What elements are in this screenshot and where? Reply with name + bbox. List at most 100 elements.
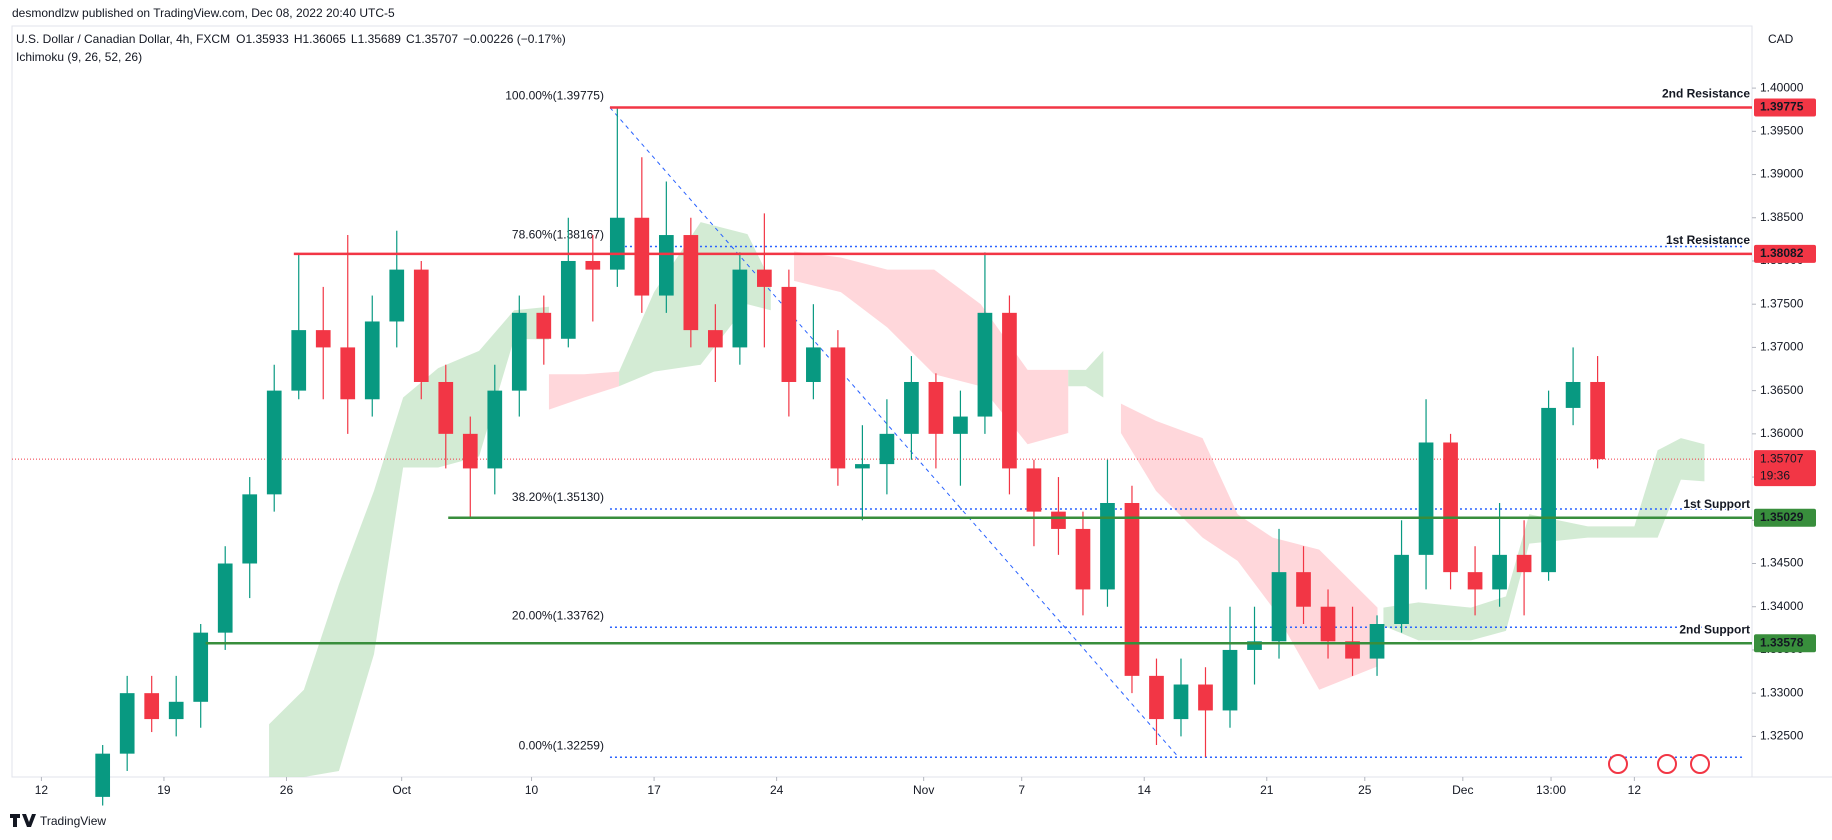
y-tick-label: 1.39500 [1760, 123, 1804, 137]
y-tick-label: 1.37500 [1760, 296, 1804, 310]
x-tick-label: 25 [1358, 783, 1372, 797]
candle-body [830, 347, 846, 469]
cloud-area [1120, 403, 1378, 690]
ohlc-value: 1.35933 [245, 32, 289, 46]
x-tick-label: 17 [647, 783, 661, 797]
level-badge-label: 1.35029 [1760, 510, 1804, 524]
candle-body [879, 433, 895, 465]
candle-body [1590, 381, 1605, 460]
candle-body [242, 494, 258, 564]
candle-body [1296, 572, 1311, 607]
level-name: 2nd Resistance [1662, 87, 1750, 101]
cloud-area [269, 306, 549, 777]
y-tick-label: 1.38500 [1760, 210, 1804, 224]
candle-body [1492, 554, 1507, 590]
x-tick-label: 13:00 [1536, 783, 1566, 797]
candle-body [1271, 572, 1287, 642]
candle-body [462, 433, 478, 469]
candle-body [609, 217, 625, 270]
last-price-label: 1.35707 [1760, 451, 1804, 465]
x-tick-label: 19 [157, 783, 171, 797]
candle-body [683, 235, 699, 331]
candle-body [585, 260, 601, 270]
y-tick-label: 1.36000 [1760, 426, 1804, 440]
candle-body [1418, 442, 1434, 555]
ohlc-key: C [406, 32, 415, 46]
brand: TradingView [40, 814, 106, 828]
candle-body [1516, 554, 1532, 573]
x-tick-label: Nov [913, 783, 934, 797]
candle-body [1222, 649, 1238, 711]
candle-body [634, 217, 650, 296]
event-icon[interactable] [1657, 754, 1677, 774]
ohlc-key: L [351, 32, 358, 46]
candle-body [266, 390, 282, 495]
candle-body [1075, 528, 1091, 590]
candle-body [1541, 407, 1556, 573]
x-tick-label: 12 [35, 783, 49, 797]
candle-body [977, 312, 993, 417]
candle-body [315, 330, 331, 348]
event-icons [1608, 754, 1710, 774]
plot-layer: 1.400001.395001.390001.385001.380001.375… [12, 80, 1816, 806]
level-name: 2nd Support [1679, 622, 1750, 636]
x-tick-label: Dec [1452, 783, 1473, 797]
y-tick-label: 1.34500 [1760, 556, 1804, 570]
publisher: desmondlzw published on TradingView.com,… [12, 6, 395, 20]
change: −0.00226 (−0.17%) [463, 32, 566, 46]
ohlc-value: 1.36065 [303, 32, 347, 46]
candle-body [1247, 641, 1262, 650]
candle-body [904, 381, 919, 434]
candle-body [1198, 684, 1213, 711]
cloud-area [1068, 350, 1104, 398]
y-tick-label: 1.36500 [1760, 383, 1804, 397]
candle-body [168, 701, 184, 720]
currency: CAD [1768, 32, 1794, 46]
candle-body [511, 312, 527, 391]
y-tick-label: 1.33000 [1760, 685, 1804, 699]
level-badge [1754, 634, 1816, 653]
candle-body [1051, 511, 1066, 529]
level-badge [1754, 508, 1816, 527]
symbol: U.S. Dollar / Canadian Dollar, 4h, FXCM [16, 32, 230, 46]
level-name: 1st Support [1683, 497, 1750, 511]
candle-body [389, 269, 405, 322]
candle-body [193, 632, 209, 702]
candle-body [144, 693, 160, 720]
candle-body [928, 381, 944, 434]
candle-body [340, 347, 356, 400]
candle-body [1565, 381, 1581, 408]
candle-body [1345, 641, 1360, 659]
candle-body [708, 330, 723, 348]
level-badge-label: 1.38082 [1760, 246, 1804, 260]
candle-body [560, 260, 576, 339]
y-tick-label: 1.39000 [1760, 167, 1804, 181]
level-badge [1754, 244, 1816, 263]
candle-body [95, 753, 111, 797]
ohlc-key: H [294, 32, 303, 46]
candle-body [1467, 572, 1483, 590]
x-tick-label: 21 [1260, 783, 1274, 797]
symbol-line: U.S. Dollar / Canadian Dollar, 4h, FXCM O… [16, 32, 566, 46]
candle-body [1173, 684, 1189, 720]
candle-body [487, 390, 503, 469]
x-tick-label: 26 [280, 783, 294, 797]
level-name: 1st Resistance [1666, 233, 1750, 247]
x-tick-label: 7 [1018, 783, 1025, 797]
candle-body [438, 381, 454, 434]
event-icon[interactable] [1608, 754, 1628, 774]
candle-body [1394, 554, 1409, 625]
fib-label: 20.00%(1.33762) [512, 608, 604, 622]
countdown-label: 19:36 [1760, 468, 1790, 482]
level-badge-label: 1.33578 [1760, 635, 1804, 649]
candle-body [732, 269, 748, 348]
x-tick-label: 10 [525, 783, 539, 797]
ohlc-key: O [236, 32, 245, 46]
candle-body [1320, 606, 1336, 642]
candle-body [536, 312, 552, 339]
candle-body [1149, 675, 1164, 720]
last-price-badge [1754, 450, 1816, 487]
fib-label: 38.20%(1.35130) [512, 490, 604, 504]
fib-label: 0.00%(1.32259) [519, 738, 604, 752]
event-icon[interactable] [1690, 754, 1710, 774]
